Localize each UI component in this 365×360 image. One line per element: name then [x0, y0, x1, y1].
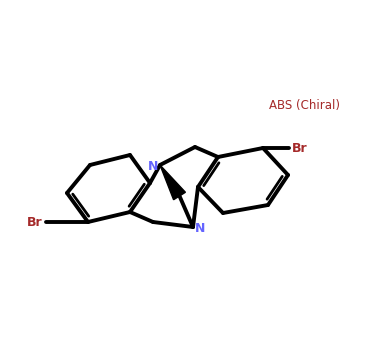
Text: ABS (Chiral): ABS (Chiral)	[269, 99, 341, 112]
Polygon shape	[160, 165, 185, 200]
Text: Br: Br	[27, 216, 43, 229]
Text: N: N	[195, 221, 205, 234]
Text: N: N	[148, 159, 158, 172]
Text: Br: Br	[292, 141, 308, 154]
